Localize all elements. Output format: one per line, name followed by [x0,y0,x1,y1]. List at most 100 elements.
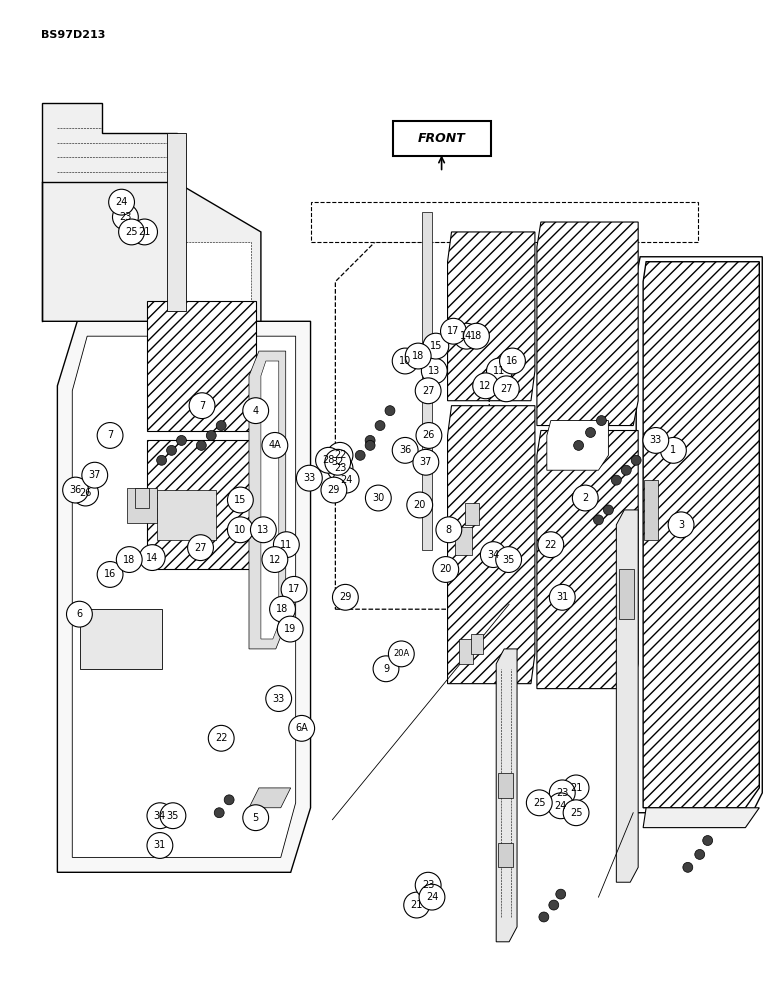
Circle shape [224,795,234,805]
Circle shape [556,889,566,899]
Polygon shape [177,242,251,311]
Text: 23: 23 [119,212,131,222]
Circle shape [82,462,107,488]
Text: 18: 18 [276,604,289,614]
Circle shape [661,437,686,463]
Circle shape [189,393,215,419]
Polygon shape [498,843,513,867]
Circle shape [147,803,173,829]
Bar [127,488,157,523]
Bar [466,503,479,525]
Circle shape [486,358,513,384]
Circle shape [228,487,253,513]
Bar [135,488,149,508]
Circle shape [572,485,598,511]
Circle shape [585,428,595,437]
Text: 35: 35 [503,555,515,565]
Circle shape [563,775,589,801]
Text: 17: 17 [288,584,300,594]
Circle shape [631,455,642,465]
Circle shape [119,219,144,245]
Circle shape [388,641,415,667]
Text: 24: 24 [554,801,567,811]
Circle shape [493,376,520,402]
Text: 20: 20 [439,564,452,574]
Circle shape [365,435,375,445]
Text: 22: 22 [215,733,228,743]
Text: 21: 21 [138,227,151,237]
Circle shape [243,805,269,831]
Circle shape [97,423,123,448]
Circle shape [334,467,359,493]
Text: 11: 11 [280,540,293,550]
Polygon shape [448,232,535,401]
Polygon shape [249,788,291,808]
Circle shape [355,450,365,460]
Text: 26: 26 [423,430,435,440]
Text: 8: 8 [445,525,452,535]
Circle shape [188,535,213,561]
Text: 1: 1 [670,445,676,455]
Circle shape [392,348,418,374]
Circle shape [206,431,216,440]
Text: 25: 25 [570,808,582,818]
Text: 5: 5 [252,813,259,823]
Text: 15: 15 [234,495,246,505]
Text: 22: 22 [544,540,557,550]
Polygon shape [547,421,608,470]
Text: 18: 18 [412,351,425,361]
Circle shape [160,803,186,829]
Circle shape [327,455,353,481]
Circle shape [321,477,347,503]
Text: 2: 2 [582,493,588,503]
Circle shape [250,517,276,543]
Circle shape [392,437,418,463]
Circle shape [404,892,429,918]
Polygon shape [157,490,216,540]
Polygon shape [644,480,658,540]
Circle shape [196,440,206,450]
Circle shape [433,557,459,582]
Circle shape [463,323,489,349]
Circle shape [208,725,234,751]
Circle shape [177,435,187,445]
Circle shape [327,442,353,468]
Text: 6: 6 [76,609,83,619]
Text: 7: 7 [199,401,205,411]
Text: 27: 27 [500,384,513,394]
Text: 27: 27 [422,386,435,396]
Text: 29: 29 [327,485,340,495]
Circle shape [289,715,315,741]
Circle shape [277,616,303,642]
Polygon shape [537,222,638,426]
Circle shape [669,512,694,538]
Text: 12: 12 [269,555,281,565]
Circle shape [63,477,89,503]
Text: 10: 10 [399,356,411,366]
Text: 24: 24 [426,892,438,902]
Circle shape [703,836,713,845]
Circle shape [550,584,575,610]
Text: 20: 20 [414,500,426,510]
Text: 31: 31 [154,840,166,850]
Circle shape [316,447,341,473]
Circle shape [611,475,621,485]
Circle shape [147,833,173,858]
Polygon shape [147,301,256,431]
Polygon shape [42,182,261,321]
Circle shape [683,862,692,872]
Circle shape [365,440,375,450]
Text: 18: 18 [123,555,135,565]
Polygon shape [42,103,177,182]
Circle shape [296,465,322,491]
Circle shape [422,358,447,384]
Text: 23: 23 [422,880,435,890]
Polygon shape [310,202,698,242]
Text: 12: 12 [479,381,492,391]
Text: 13: 13 [428,366,440,376]
Circle shape [262,432,288,458]
Circle shape [550,780,575,806]
Circle shape [604,505,613,515]
Circle shape [66,601,93,627]
Circle shape [539,912,549,922]
